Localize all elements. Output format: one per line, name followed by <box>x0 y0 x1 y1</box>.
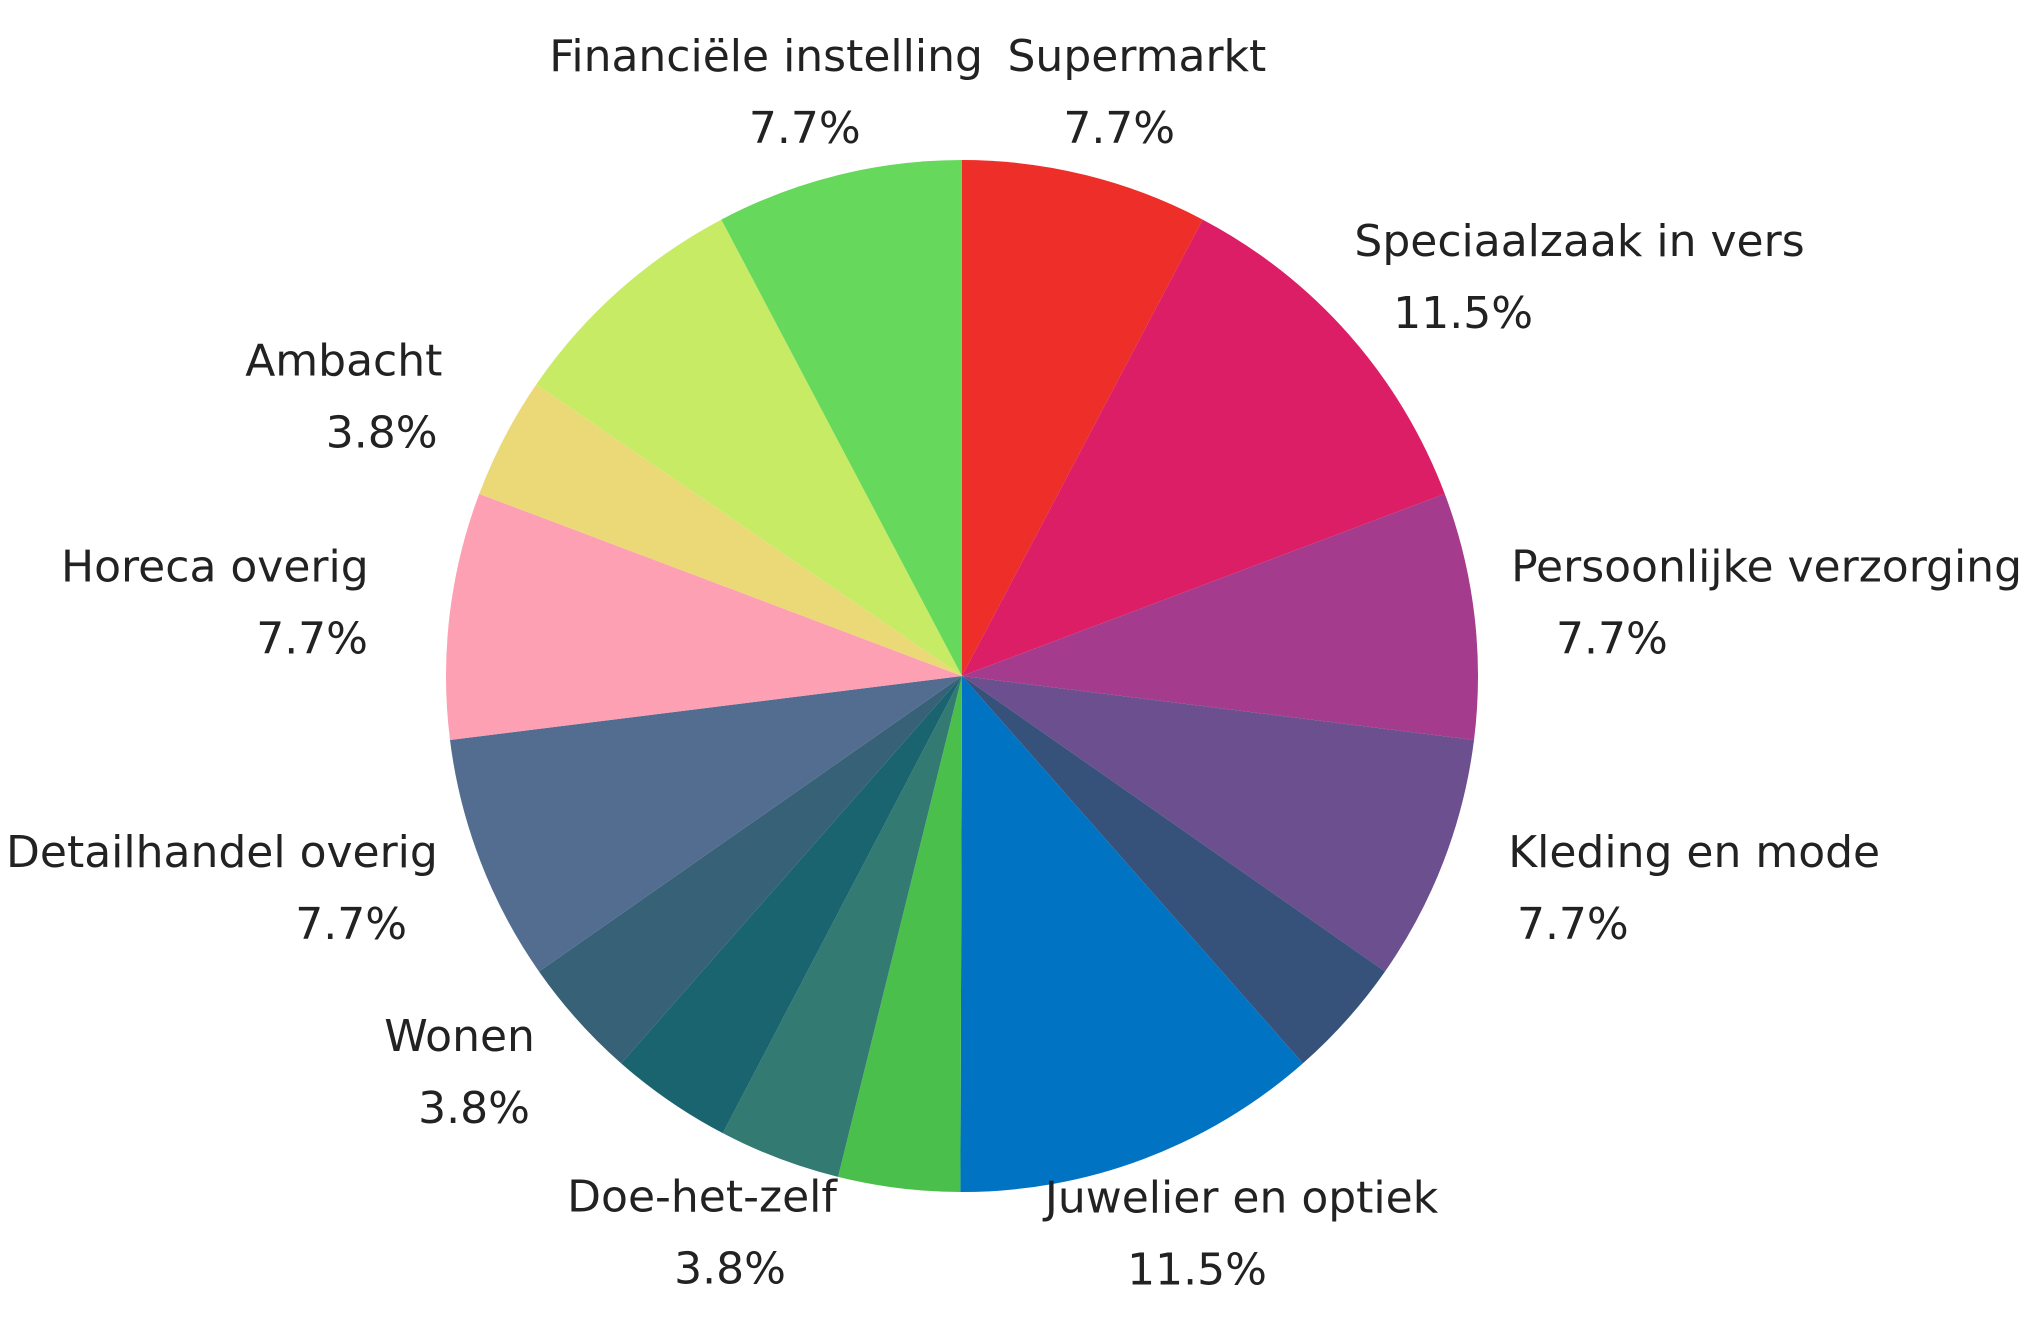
pie-slice <box>962 493 1478 741</box>
slice-value-label: 3.8% <box>418 1083 530 1134</box>
slice-value-label: 11.5% <box>1393 288 1533 339</box>
slice-value-label: 7.7% <box>1556 613 1668 664</box>
pie-slice <box>722 676 962 1177</box>
pie-slice <box>962 160 1203 676</box>
pie-slice <box>449 676 963 972</box>
slice-value-label: 7.7% <box>256 613 368 664</box>
slice-value-label: 7.7% <box>749 103 861 154</box>
slice-value-label: 11.5% <box>1127 1244 1267 1295</box>
slice-label: Financiële instelling <box>549 31 983 82</box>
slice-label: Horeca overig <box>61 541 369 592</box>
pie-slice <box>838 676 962 1192</box>
pie-slice <box>962 219 1445 676</box>
slice-value-label: 3.8% <box>326 407 438 458</box>
slice-label: Juwelier en optiek <box>1042 1172 1439 1223</box>
slice-value-label: 7.7% <box>295 899 407 950</box>
pie-slice <box>479 384 962 676</box>
slice-value-label: 3.8% <box>674 1244 786 1295</box>
slice-label: Ambacht <box>245 335 442 386</box>
slice-label: Supermarkt <box>1008 31 1267 82</box>
slice-label: Speciaalzaak in vers <box>1354 216 1804 267</box>
slice-value-label: 7.7% <box>1517 899 1629 950</box>
slice-label: Wonen <box>384 1011 535 1062</box>
pie-slice <box>621 676 962 1134</box>
slice-label: Kleding en mode <box>1508 827 1880 878</box>
pie-slice <box>960 676 1303 1192</box>
pie-slice <box>538 676 962 1064</box>
pie-slice <box>445 493 962 741</box>
pie-slice <box>962 676 1475 972</box>
slice-value-label: 7.7% <box>1063 103 1175 154</box>
pie-slice <box>536 219 962 676</box>
slice-label: Detailhandel overig <box>6 827 438 878</box>
pie-slice <box>721 160 962 676</box>
slice-label: Doe-het-zelf <box>567 1172 838 1223</box>
slice-label: Persoonlijke verzorging <box>1511 541 2022 592</box>
pie-slice <box>962 676 1386 1064</box>
